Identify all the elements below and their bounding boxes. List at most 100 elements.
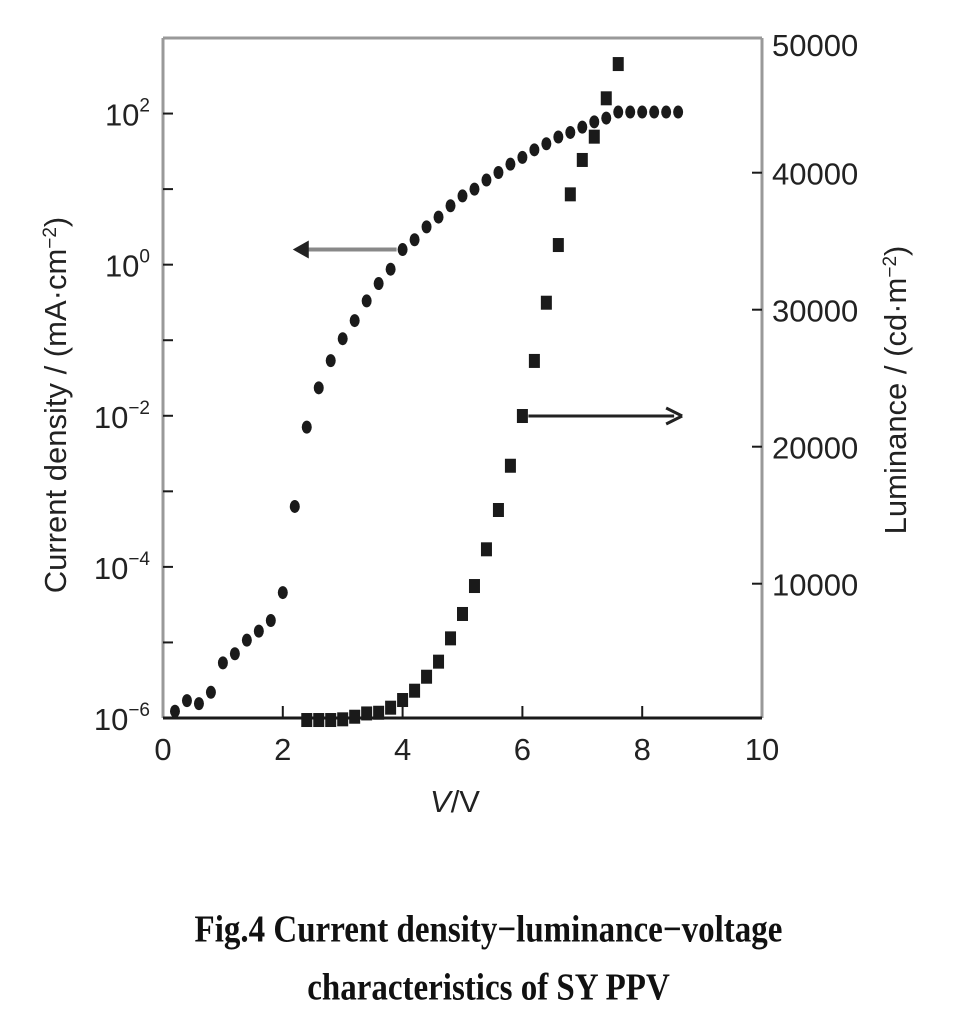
left-arrowhead-icon: [292, 240, 309, 259]
luminance-point: [409, 683, 421, 698]
luminance-point: [540, 295, 552, 310]
luminance-point: [361, 706, 373, 721]
current-density-point: [397, 243, 408, 257]
luminance-point: [373, 705, 385, 720]
luminance-point: [349, 709, 361, 724]
luminance-point: [516, 409, 528, 424]
left-tick-label: 102: [105, 96, 150, 133]
current-density-point: [493, 165, 504, 179]
current-density-point: [265, 614, 276, 628]
left-tick-label: 10−2: [94, 398, 150, 435]
current-density-point: [385, 262, 396, 276]
tick-exponent: −2: [128, 398, 150, 419]
current-density-point: [553, 130, 564, 144]
current-density-point: [649, 105, 660, 119]
x-tick-label: 0: [154, 732, 171, 767]
right-axis-title-exp: −2: [880, 256, 901, 278]
current-density-point: [193, 697, 204, 711]
current-density-point: [241, 633, 252, 647]
left-axis-title: Current density / (mA·cm−2): [38, 217, 73, 594]
axis-arrows: [292, 240, 683, 426]
current-density-point: [445, 199, 456, 213]
luminance-point: [325, 713, 337, 728]
luminance-point: [612, 57, 624, 72]
current-density-point: [613, 105, 624, 119]
current-density-point: [361, 294, 372, 308]
current-density-point: [433, 210, 444, 224]
right-axis-title-text: Luminance / (cd·m: [878, 278, 913, 535]
luminance-point: [445, 631, 457, 646]
luminance-point: [468, 579, 480, 594]
x-tick-label: 4: [394, 732, 411, 767]
tick-base: 10: [94, 702, 128, 737]
luminance-point: [337, 712, 349, 727]
luminance-point: [480, 542, 492, 557]
tick-exponent: −6: [128, 700, 150, 721]
current-density-point: [373, 277, 384, 291]
luminance-point: [588, 129, 600, 144]
current-density-point: [409, 233, 420, 247]
left-axis-title-text: Current density / (mA·cm: [38, 249, 73, 594]
tick-base: 10: [105, 249, 139, 284]
luminance-point: [552, 238, 564, 253]
current-density-point: [529, 143, 540, 157]
figure-caption-line-2: characteristics of SY PPV: [307, 967, 670, 1009]
current-density-point: [337, 332, 348, 346]
luminance-point: [564, 187, 576, 202]
current-density-point: [517, 150, 528, 164]
current-density-point: [565, 125, 576, 139]
luminance-point: [421, 669, 433, 684]
current-density-point: [601, 111, 612, 125]
current-density-point: [673, 105, 684, 119]
tick-labels: 0 2 4 6 8 1010210010−210−410−6500004000030000…: [94, 28, 858, 767]
x-axis-title: V/V: [430, 784, 480, 819]
right-axis-title: Luminance / (cd·m−2): [878, 246, 913, 535]
current-density-point: [325, 354, 336, 368]
tick-base: 10: [94, 400, 128, 435]
current-density-point: [169, 704, 180, 718]
luminance-point: [397, 693, 409, 708]
tick-base: 10: [105, 98, 139, 133]
right-tick-label: 20000: [772, 431, 858, 466]
luminance-point: [385, 700, 397, 715]
luminance-point: [600, 91, 612, 106]
right-arrowhead-icon: [665, 406, 683, 426]
luminance-point: [457, 606, 468, 621]
current-density-point: [349, 314, 360, 328]
luminance-point: [528, 353, 540, 368]
current-density-point: [637, 105, 648, 119]
tick-exponent: 0: [139, 247, 150, 268]
current-density-point: [589, 115, 600, 129]
current-density-point: [277, 586, 288, 600]
luminance-point: [313, 713, 325, 728]
current-density-point: [469, 182, 480, 196]
left-tick-label: 10−6: [94, 700, 150, 737]
current-density-point: [505, 157, 516, 171]
current-density-point: [205, 685, 216, 699]
current-density-point: [313, 381, 324, 395]
left-tick-label: 100: [105, 247, 150, 284]
current-density-point: [181, 694, 192, 708]
luminance-point: [504, 458, 516, 473]
left-tick-label: 10−4: [94, 549, 151, 586]
current-density-point: [229, 647, 240, 661]
tick-exponent: 2: [139, 96, 150, 117]
x-tick-label: 2: [274, 732, 291, 767]
luminance-point: [576, 152, 588, 167]
current-density-point: [625, 105, 636, 119]
x-axis-title-unit: /V: [451, 784, 481, 819]
current-density-point: [421, 220, 432, 234]
luminance-point: [301, 713, 313, 728]
luminance-point: [433, 654, 445, 669]
plot-frame: [161, 36, 764, 720]
x-tick-label: 8: [634, 732, 651, 767]
tick-exponent: −4: [128, 549, 150, 570]
current-density-point: [541, 137, 552, 151]
left-axis-title-exp: −2: [40, 227, 61, 249]
current-density-point: [289, 499, 300, 513]
axis-ticks: [163, 112, 762, 718]
current-density-point: [301, 420, 312, 434]
figure-caption-line-1: Fig.4 Current density−luminance−voltage: [194, 909, 783, 951]
current-density-point: [457, 189, 468, 203]
